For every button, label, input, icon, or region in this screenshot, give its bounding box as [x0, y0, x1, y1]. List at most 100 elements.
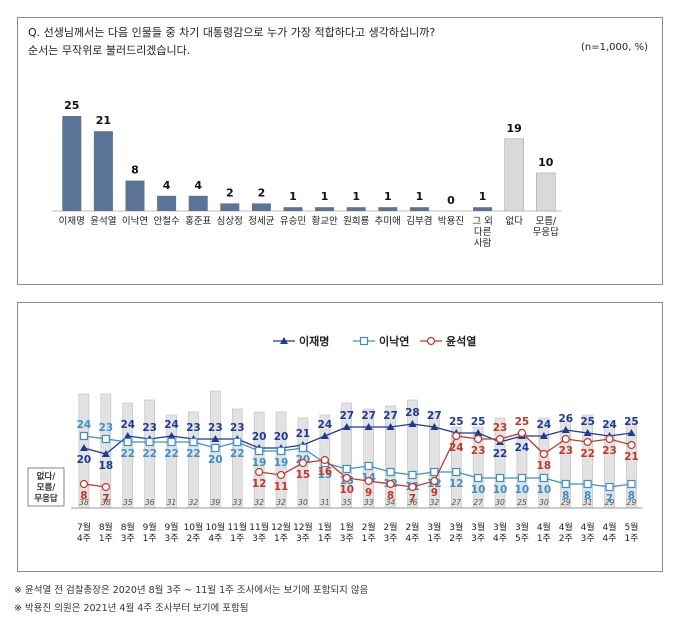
series-point-lee-ny — [517, 473, 527, 483]
series-value-label: 8 — [80, 490, 87, 502]
bar-category-label: 모름/무응답 — [533, 216, 559, 238]
series-point-yoon — [408, 482, 417, 492]
series-point-lee-ny — [386, 467, 395, 477]
series-value-label: 11 — [274, 481, 289, 493]
no-answer-value: 32 — [276, 498, 286, 507]
bar-14 — [504, 138, 525, 212]
no-answer-value: 27 — [451, 498, 461, 507]
series-value-label: 7 — [409, 493, 416, 505]
bar-2 — [125, 180, 145, 211]
legend-label: 이재명 — [299, 334, 329, 348]
bar-value-label: 1 — [352, 190, 360, 203]
series-point-lee-ny — [583, 479, 592, 489]
series-point-yoon — [79, 479, 89, 489]
series-point-lee-jm — [79, 444, 88, 451]
x-tick-label: 3월 2주 — [449, 521, 463, 544]
series-point-lee-ny — [123, 437, 132, 447]
series-value-label: 25 — [449, 416, 464, 428]
series-point-lee-ny — [145, 437, 154, 447]
series-value-label: 15 — [318, 469, 333, 481]
no-answer-value: 32 — [430, 498, 440, 507]
question-text: Q. 선생님께서는 다음 인물들 중 차기 대통령감으로 누가 가장 적합하다고… — [28, 26, 436, 39]
no-answer-value: 31 — [320, 498, 330, 507]
no-answer-value: 27 — [473, 498, 483, 507]
series-value-label: 25 — [624, 416, 639, 428]
no-answer-value: 32 — [189, 498, 199, 507]
bar-category-label: 심상정 — [217, 216, 243, 227]
series-value-label: 25 — [515, 416, 530, 428]
series-value-label: 22 — [186, 448, 201, 460]
series-point-lee-jm — [474, 429, 483, 436]
x-tick-label: 5월 1주 — [624, 521, 638, 544]
series-value-label: 21 — [624, 451, 639, 463]
bar-value-label: 1 — [384, 190, 392, 203]
bar-value-label: 25 — [64, 99, 79, 112]
bar-category-label: 윤석열 — [90, 216, 116, 227]
no-answer-value: 31 — [583, 498, 593, 507]
legend-label: 이낙연 — [379, 334, 409, 348]
no-answer-value: 36 — [408, 498, 418, 507]
series-point-lee-ny — [79, 431, 89, 441]
series-value-label: 24 — [602, 419, 617, 431]
series-point-lee-jm — [342, 423, 351, 430]
series-value-label: 12 — [449, 478, 464, 490]
legend-label: 윤석열 — [446, 334, 476, 348]
no-answer-value: 36 — [145, 498, 155, 507]
series-point-lee-ny — [167, 437, 176, 447]
bar-9 — [346, 207, 366, 211]
no-answer-value: 38 — [79, 498, 89, 507]
bar-category-label: 추미애 — [375, 216, 401, 227]
series-value-label: 27 — [383, 410, 398, 422]
x-tick-label: 1월 3주 — [340, 521, 354, 544]
series-point-yoon — [255, 467, 264, 477]
series-value-label: 7 — [102, 493, 109, 505]
series-value-label: 23 — [602, 445, 617, 457]
series-point-lee-ny — [539, 473, 548, 483]
series-point-lee-jm — [211, 435, 220, 442]
series-value-label: 23 — [208, 422, 223, 434]
series-value-label: 23 — [493, 422, 508, 434]
series-value-label: 20 — [252, 431, 267, 443]
series-point-lee-jm — [320, 432, 329, 439]
series-point-lee-jm — [386, 423, 395, 430]
x-tick-label: 3월 3주 — [471, 521, 485, 544]
no-answer-value: 38 — [101, 498, 111, 507]
series-value-label: 9 — [365, 487, 372, 499]
series-value-label: 27 — [427, 410, 442, 422]
x-tick-label: 3월 5주 — [515, 521, 529, 544]
bar-value-label: 19 — [507, 122, 522, 135]
series-point-yoon — [517, 428, 527, 438]
series-point-yoon — [605, 434, 614, 444]
series-line-2 — [259, 432, 632, 488]
series-value-label: 26 — [558, 413, 573, 425]
x-tick-label: 7월 4주 — [77, 521, 91, 544]
series-value-label: 22 — [580, 448, 595, 460]
bar-category-label: 박용진 — [438, 216, 464, 227]
series-point-yoon — [342, 473, 351, 483]
x-tick-label: 2월 3주 — [384, 521, 398, 544]
bar-category-label: 이재명 — [59, 216, 85, 227]
series-value-label: 23 — [142, 422, 157, 434]
bar-10 — [378, 207, 398, 211]
no-answer-value: 33 — [232, 498, 242, 507]
series-point-lee-jm — [364, 423, 373, 430]
bar-13 — [473, 207, 493, 211]
series-value-label: 8 — [387, 490, 394, 502]
series-value-label: 28 — [405, 407, 420, 419]
series-value-label: 25 — [580, 416, 595, 428]
x-tick-label: 4월 2주 — [559, 521, 573, 544]
x-tick-label: 11월 3주 — [249, 521, 269, 544]
x-tick-label: 12월 3주 — [293, 521, 313, 544]
series-point-lee-jm — [408, 420, 417, 427]
series-value-label: 23 — [471, 445, 486, 457]
no-answer-value: 35 — [342, 498, 352, 507]
series-point-lee-ny — [430, 467, 439, 477]
bar-value-label: 1 — [289, 190, 297, 203]
series-value-label: 24 — [449, 442, 464, 454]
series-value-label: 18 — [99, 460, 114, 472]
bar-0 — [62, 116, 82, 211]
bar-category-label: 그 외 다른 사람 — [472, 215, 493, 249]
bar-value-label: 8 — [131, 164, 139, 177]
series-value-label: 7 — [606, 493, 613, 505]
series-value-label: 24 — [164, 419, 179, 431]
